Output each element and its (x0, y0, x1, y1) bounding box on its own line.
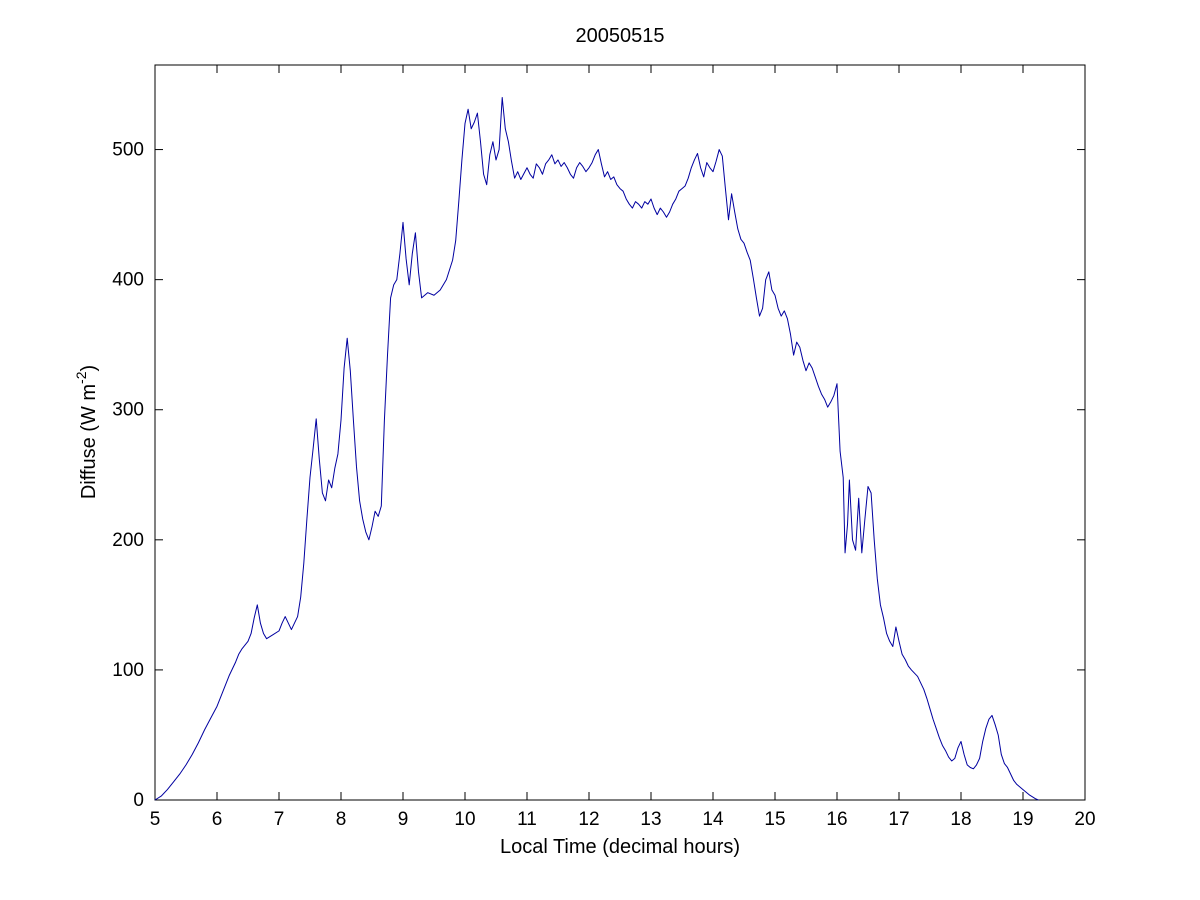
y-tick-label: 100 (112, 660, 144, 681)
y-tick-label: 0 (133, 790, 144, 811)
x-tick-label: 7 (274, 809, 285, 830)
x-tick-label: 14 (702, 809, 724, 830)
x-tick-label: 13 (640, 809, 661, 830)
y-axis-label: Diffuse (W m-2) (73, 365, 100, 499)
y-axis-label-main: Diffuse (W m (78, 384, 100, 499)
y-axis-label-suffix: ) (78, 365, 100, 372)
x-tick-label: 15 (764, 809, 785, 830)
x-tick-label: 18 (950, 809, 971, 830)
x-tick-label: 10 (454, 809, 475, 830)
x-tick-label: 20 (1074, 809, 1095, 830)
y-tick-label: 200 (112, 530, 144, 551)
x-tick-label: 17 (888, 809, 909, 830)
x-tick-label: 9 (398, 809, 409, 830)
x-tick-label: 8 (336, 809, 347, 830)
plot-area: 5 6 7 8 9 10 11 12 13 14 15 16 17 18 19 200100200300400… (112, 64, 1096, 830)
x-tick-label: 6 (212, 809, 223, 830)
y-tick-label: 300 (112, 400, 144, 421)
y-tick-label: 500 (112, 140, 144, 161)
x-tick-label: 11 (517, 809, 537, 830)
chart-title: 20050515 (576, 25, 665, 47)
diffuse-series-line (154, 97, 1039, 801)
x-tick-label: 12 (578, 809, 599, 830)
x-tick-label: 16 (826, 809, 847, 830)
y-tick-label: 400 (112, 270, 144, 291)
x-axis-label: Local Time (decimal hours) (500, 836, 740, 858)
x-tick-label: 5 (150, 809, 161, 830)
x-tick-label: 19 (1012, 809, 1033, 830)
plot-border (154, 64, 1086, 801)
y-axis-label-superscript: -2 (73, 371, 89, 384)
